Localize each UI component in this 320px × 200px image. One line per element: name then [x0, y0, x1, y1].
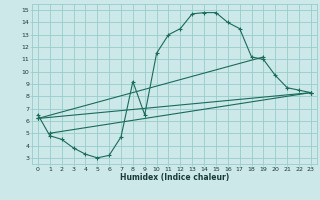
X-axis label: Humidex (Indice chaleur): Humidex (Indice chaleur)	[120, 173, 229, 182]
